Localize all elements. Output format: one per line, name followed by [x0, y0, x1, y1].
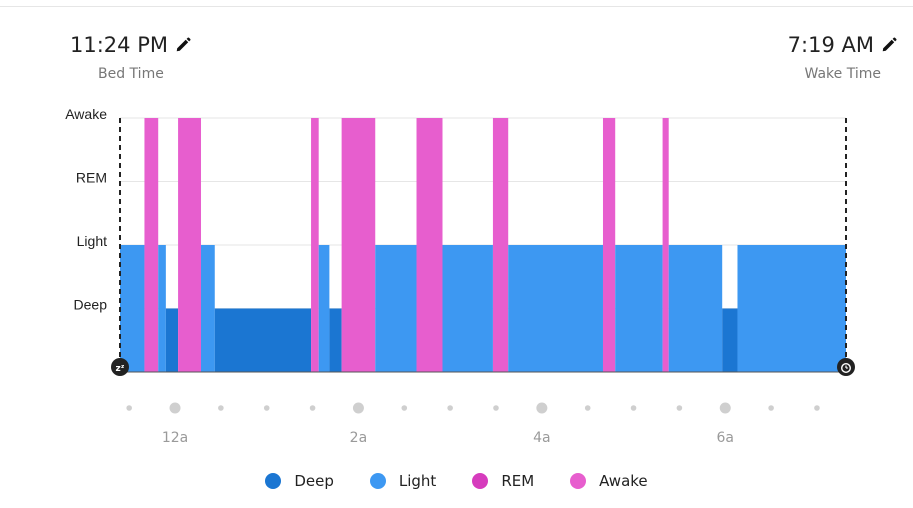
legend-swatch — [369, 473, 386, 489]
sleep-segment-light — [120, 245, 145, 372]
bed-time-value: 11:24 PM — [70, 33, 168, 57]
sleep-segment-light — [668, 245, 723, 372]
sleep-segment-light — [318, 245, 330, 372]
sleep-segment-awake — [492, 118, 509, 372]
legend-swatch — [472, 473, 489, 489]
wake-time-label: Wake Time — [804, 66, 881, 82]
sleep-segment-light — [737, 245, 846, 372]
half-hour-tick-dot — [493, 405, 499, 411]
half-hour-tick-dot — [126, 405, 132, 411]
legend-item-awake[interactable]: Awake — [570, 472, 648, 490]
legend-item-light[interactable]: Light — [369, 472, 437, 490]
sleep-segment-light — [201, 245, 215, 372]
half-hour-tick-dot — [676, 405, 683, 411]
hour-tick-dot — [719, 402, 731, 414]
sleep-segment-light — [375, 245, 417, 372]
legend-label: Light — [398, 472, 437, 490]
x-axis-tick-label: 6a — [717, 430, 735, 446]
legend-item-deep[interactable]: Deep — [265, 472, 334, 490]
half-hour-tick-dot — [218, 405, 224, 411]
x-axis-tick-label: 12a — [162, 430, 188, 446]
hour-tick-dot — [536, 402, 548, 414]
sleep-segment-light — [442, 245, 493, 372]
legend-label: Deep — [294, 472, 334, 490]
sleep-segment-light — [615, 245, 663, 372]
wake-time-display[interactable]: 7:19 AM — [788, 33, 898, 57]
half-hour-tick-dot — [584, 405, 591, 411]
x-axis-tick-label: 2a — [350, 430, 368, 446]
half-hour-tick-dot — [401, 405, 408, 411]
sleep-zzz-icon-glyph: zᶻ — [116, 364, 125, 374]
chart-legend: Deep Light REM Awake — [0, 472, 913, 490]
pencil-icon[interactable] — [880, 36, 898, 54]
half-hour-tick-dot — [447, 405, 453, 411]
sleep-segment-awake — [178, 118, 202, 372]
half-hour-tick-dot — [768, 405, 774, 411]
wake-time-value: 7:19 AM — [787, 33, 874, 57]
sleep-zzz-icon — [111, 358, 129, 376]
sleep-segment-awake — [311, 118, 319, 372]
pencil-icon[interactable] — [174, 36, 192, 54]
sleep-segment-deep — [165, 308, 179, 372]
y-axis-label: Awake — [65, 106, 107, 122]
sleep-segment-light — [158, 245, 166, 372]
legend-swatch — [265, 473, 282, 489]
alarm-clock-face — [841, 363, 852, 374]
y-axis-label: Light — [77, 233, 107, 249]
legend-label: Awake — [599, 472, 648, 490]
y-axis-label: REM — [76, 170, 107, 186]
sleep-stage-chart: Deep Light REM Awake zᶻ 12a 2a 4a 6a — [65, 106, 855, 446]
x-axis-tick-label: 4a — [533, 430, 551, 446]
bed-time-display[interactable]: 11:24 PM — [70, 33, 192, 57]
sleep-segment-light — [508, 245, 603, 372]
hour-tick-dot — [169, 402, 181, 414]
bed-time-label: Bed Time — [98, 66, 164, 82]
sleep-segment-deep — [329, 308, 342, 372]
sleep-segment-awake — [602, 118, 616, 372]
sleep-segment-awake — [144, 118, 159, 372]
hour-tick-dot — [352, 402, 364, 414]
legend-swatch — [570, 473, 587, 489]
sleep-segment-awake — [341, 118, 376, 372]
half-hour-tick-dot — [814, 405, 820, 411]
half-hour-tick-dot — [263, 405, 270, 411]
half-hour-tick-dot — [630, 405, 637, 411]
sleep-segment-deep — [214, 308, 312, 372]
sleep-segment-deep — [722, 308, 738, 372]
legend-item-rem[interactable]: REM — [472, 472, 534, 490]
sleep-segment-awake — [416, 118, 443, 372]
half-hour-tick-dot — [309, 405, 316, 411]
top-divider — [0, 6, 913, 7]
legend-label: REM — [501, 472, 535, 490]
y-axis-label: Deep — [74, 297, 108, 313]
sleep-segment-awake — [662, 118, 669, 372]
